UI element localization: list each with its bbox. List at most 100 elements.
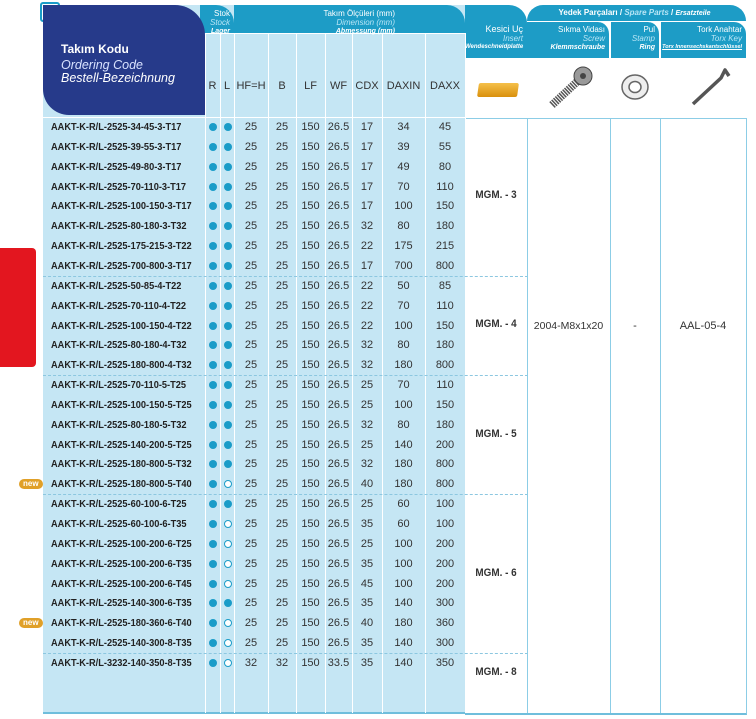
- in-stock-L-icon: [224, 242, 232, 251]
- in-stock-L-icon: [224, 301, 232, 310]
- cell-daxin: 70: [397, 379, 410, 392]
- cell-lf: 150: [301, 299, 320, 312]
- in-stock-R-icon: [209, 182, 217, 191]
- ordering-code: AAKT-K-R/L-2525-70-110-3-T17: [51, 180, 187, 193]
- in-stock-L-icon: [224, 202, 232, 211]
- in-stock-R-icon: [209, 202, 217, 211]
- cell-cdx: 25: [360, 537, 374, 550]
- cell-daxx: 80: [438, 160, 452, 173]
- cell-wf: 26.5: [327, 240, 350, 253]
- cell-lf: 150: [301, 418, 320, 431]
- cell-cdx: 25: [360, 379, 374, 392]
- in-stock-R-icon: [209, 301, 217, 310]
- cell-hf-h: 25: [244, 200, 258, 213]
- in-stock-R-icon: [209, 599, 217, 608]
- cell-b: 25: [275, 299, 289, 312]
- ordering-code: AAKT-K-R/L-2525-100-150-4-T22: [51, 319, 192, 332]
- cell-wf: 26.5: [327, 259, 350, 272]
- cell-cdx: 17: [360, 121, 374, 133]
- cell-b: 25: [275, 458, 289, 471]
- in-stock-R-icon: [209, 142, 217, 151]
- column-header-wf: WF: [329, 80, 348, 92]
- ordering-code: AAKT-K-R/L-2525-175-215-3-T22: [51, 240, 192, 253]
- cell-cdx: 35: [360, 637, 374, 650]
- section-tab[interactable]: [0, 248, 36, 367]
- insert-group-label: MGM. - 6: [475, 566, 517, 579]
- cell-wf: 33.5: [327, 656, 350, 669]
- cell-hf-h: 25: [244, 398, 258, 411]
- spares-body: [465, 118, 747, 715]
- screw-image: [549, 66, 593, 108]
- cell-hf-h: 25: [244, 518, 258, 530]
- cell-b: 25: [275, 319, 289, 332]
- cell-daxin: 70: [397, 180, 410, 193]
- table-row: AAKT-K-R/L-2525-140-200-5-T25 25 25 150 26.5…: [0, 435, 465, 455]
- cell-wf: 26.5: [327, 319, 350, 332]
- header-divider: [43, 117, 465, 118]
- washer-image: [621, 74, 649, 100]
- ordering-code: AAKT-K-R/L-3232-140-350-8-T35: [51, 656, 192, 669]
- cell-wf: 26.5: [327, 359, 350, 372]
- table-row: AAKT-K-R/L-2525-100-200-6-T25 25 25 150 26.5…: [0, 534, 465, 554]
- cell-cdx: 35: [360, 656, 374, 669]
- insert-group-label: MGM. - 8: [475, 665, 517, 678]
- group-separator: [43, 652, 528, 654]
- cell-wf: 26.5: [327, 577, 350, 590]
- ordering-code: AAKT-K-R/L-2525-180-360-6-T40: [51, 617, 192, 630]
- screw-header: Sıkma Vidası Screw Klemmschraube: [527, 22, 610, 58]
- cell-hf-h: 25: [244, 359, 258, 372]
- on-request-L-icon: [224, 658, 232, 667]
- cell-wf: 26.5: [327, 557, 350, 570]
- cell-b: 25: [275, 577, 289, 590]
- cell-daxin: 100: [394, 319, 413, 332]
- ordering-code: AAKT-K-R/L-2525-60-100-6-T35: [51, 518, 187, 530]
- cell-daxin: 34: [397, 121, 410, 133]
- cell-daxin: 180: [394, 617, 413, 630]
- table-row: AAKT-K-R/L-2525-140-300-6-T35 25 25 150 26.5…: [0, 593, 465, 613]
- spare-sep: /: [671, 8, 674, 17]
- in-stock-R-icon: [209, 123, 217, 131]
- ordering-tr: Takım Kodu: [61, 42, 129, 56]
- cell-hf-h: 25: [244, 339, 258, 352]
- table-row: AAKT-K-R/L-2525-180-800-4-T32 25 25 150 26.5…: [0, 355, 465, 375]
- cell-b: 32: [275, 656, 289, 669]
- cell-lf: 150: [301, 379, 320, 392]
- cell-wf: 26.5: [327, 379, 350, 392]
- cell-daxin: 100: [394, 537, 413, 550]
- cell-daxin: 140: [394, 597, 413, 610]
- in-stock-R-icon: [209, 381, 217, 390]
- cell-daxx: 200: [435, 537, 455, 550]
- in-stock-R-icon: [209, 361, 217, 370]
- cell-cdx: 17: [360, 259, 374, 272]
- cell-lf: 150: [301, 180, 320, 193]
- column-header-r: R: [208, 80, 217, 92]
- ordering-en: Ordering Code: [61, 58, 143, 72]
- cell-wf: 26.5: [327, 279, 350, 292]
- cell-daxx: 800: [435, 359, 455, 372]
- cell-hf-h: 25: [244, 498, 258, 511]
- cell-wf: 26.5: [327, 518, 350, 530]
- cell-b: 25: [275, 279, 289, 292]
- table-row: AAKT-K-R/L-2525-175-215-3-T22 25 25 150 26.5…: [0, 236, 465, 256]
- in-stock-L-icon: [224, 142, 232, 151]
- column-header-b: B: [278, 80, 286, 92]
- cell-daxx: 800: [435, 478, 455, 491]
- in-stock-L-icon: [224, 341, 232, 350]
- torx-tr: Tork Anahtar: [697, 25, 742, 34]
- column-divider: [352, 33, 353, 713]
- cell-b: 25: [275, 359, 289, 372]
- ordering-code: AAKT-K-R/L-2525-80-180-3-T32: [51, 220, 187, 233]
- cell-b: 25: [275, 438, 289, 451]
- cell-b: 25: [275, 160, 289, 173]
- cell-hf-h: 25: [244, 160, 258, 173]
- cell-wf: 26.5: [327, 597, 350, 610]
- column-divider: [220, 33, 221, 713]
- cell-lf: 150: [301, 279, 320, 292]
- cell-cdx: 32: [360, 418, 374, 431]
- cell-b: 25: [275, 537, 289, 550]
- cell-cdx: 32: [360, 339, 374, 352]
- ordering-de: Bestell-Bezeichnung: [61, 71, 175, 85]
- cell-lf: 150: [301, 537, 320, 550]
- ordering-code: AAKT-K-R/L-2525-140-200-5-T25: [51, 438, 192, 451]
- cell-lf: 150: [301, 478, 320, 491]
